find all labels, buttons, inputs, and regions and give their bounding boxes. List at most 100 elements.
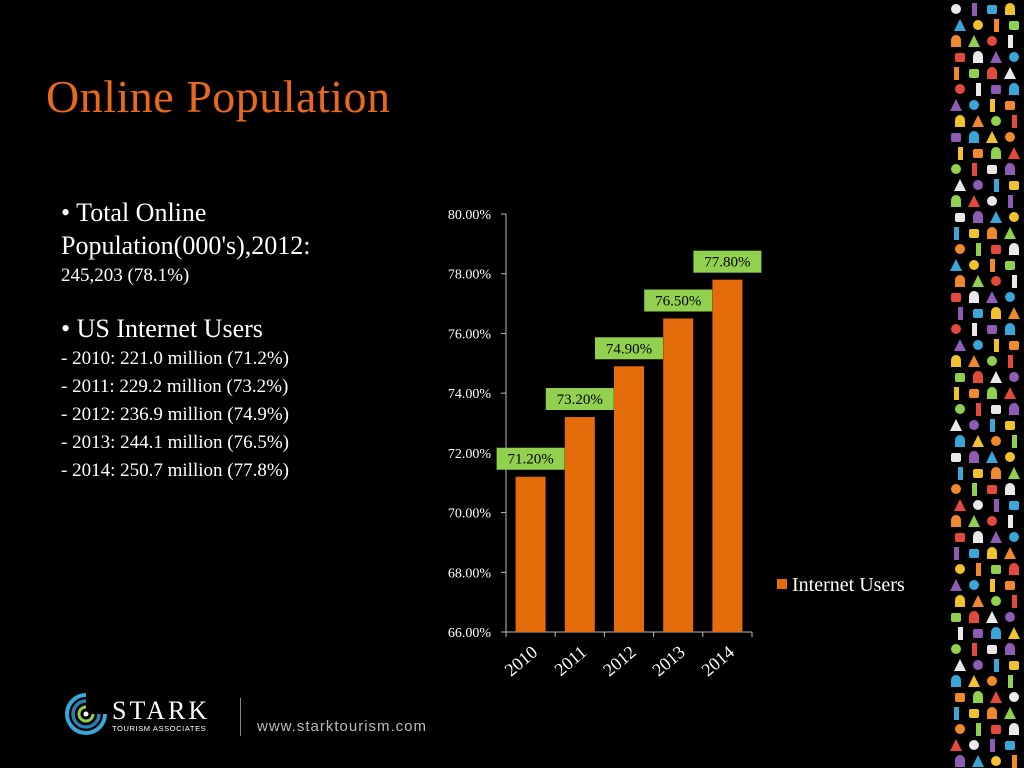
stark-logo: STARK TOURISM ASSOCIATES www.starktouris…: [64, 692, 464, 742]
bullet-total-online-heading: • Total Online Population(000's),2012:: [61, 198, 311, 260]
travel-pattern-icon: [986, 131, 998, 143]
travel-pattern-icon: [969, 451, 979, 463]
internet-users-bar-chart: 66.00% 68.00% 70.00% 72.00% 74.00% 76.00% 78.0…: [448, 208, 905, 680]
data-label: 74.90%: [606, 341, 652, 357]
travel-pattern-icon: [991, 756, 1001, 766]
travel-pattern-icon: [1005, 261, 1015, 270]
travel-pattern-icon: [968, 35, 980, 47]
travel-pattern-icon: [968, 355, 980, 367]
data-label-box: [644, 289, 713, 312]
travel-pattern-icon: [955, 115, 965, 127]
travel-pattern-icon: [1009, 532, 1019, 542]
travel-pattern-icon: [968, 675, 980, 687]
data-label-box: [496, 447, 565, 470]
travel-pattern-icon: [991, 405, 1001, 414]
travel-pattern-icon: [958, 307, 963, 320]
travel-pattern-icon: [990, 691, 1002, 703]
travel-pattern-icon: [972, 643, 977, 656]
travel-pattern-icon: [1004, 707, 1016, 719]
travel-pattern-icon: [987, 707, 997, 719]
logo-brand-name: STARK: [112, 696, 211, 725]
travel-pattern-icon: [954, 499, 966, 511]
travel-pattern-icon: [991, 467, 1001, 479]
travel-pattern-icon: [972, 755, 984, 767]
travel-pattern-icon: [986, 291, 998, 303]
travel-pattern-icon: [955, 693, 965, 702]
travel-pattern-icon: [973, 691, 983, 703]
travel-pattern-icon: [987, 325, 997, 334]
travel-pattern-icon: [969, 100, 979, 110]
travel-pattern-icon: [976, 403, 981, 416]
bar-2013: [663, 318, 694, 632]
travel-pattern-icon: [991, 307, 1001, 319]
travel-pattern-icon: [987, 196, 997, 206]
travel-pattern-icon: [1008, 195, 1013, 208]
travel-pattern-icon: [973, 469, 983, 478]
travel-pattern-icon: [1008, 35, 1013, 48]
travel-pattern-icon: [1005, 741, 1015, 750]
travel-icons-strip: [950, 3, 1020, 768]
travel-pattern-icon: [1009, 372, 1019, 382]
travel-pattern-icon: [958, 467, 963, 480]
travel-pattern-icon: [987, 165, 997, 174]
travel-pattern-icon: [1009, 692, 1019, 702]
us-users-item-2011: - 2011: 229.2 million (73.2%): [61, 376, 289, 397]
travel-pattern-icon: [994, 499, 999, 512]
travel-pattern-icon: [973, 340, 983, 350]
travel-pattern-icon: [1005, 612, 1015, 622]
x-category-label: 2014: [698, 642, 738, 680]
data-label: 73.20%: [557, 392, 603, 408]
travel-pattern-icon: [968, 515, 980, 527]
travel-pattern-icon: [991, 596, 1001, 606]
data-label: 76.50%: [655, 294, 701, 310]
travel-pattern-icon: [969, 291, 979, 303]
travel-pattern-icon: [1008, 307, 1020, 319]
travel-pattern-icon: [1008, 355, 1013, 368]
travel-pattern-icon: [969, 549, 979, 558]
travel-pattern-icon: [954, 19, 966, 31]
travel-pattern-icon: [969, 580, 979, 590]
travel-pattern-icon: [972, 595, 984, 607]
travel-pattern-icon: [972, 275, 984, 287]
travel-pattern-icon: [954, 227, 959, 240]
travel-pattern-icon: [1004, 387, 1016, 399]
travel-pattern-icon: [976, 563, 981, 576]
travel-pattern-icon: [991, 436, 1001, 446]
travel-pattern-icon: [1009, 52, 1019, 62]
travel-pattern-icon: [1009, 21, 1019, 30]
travel-pattern-icon: [954, 659, 966, 671]
travel-pattern-icon: [955, 213, 965, 222]
travel-pattern-icon: [1005, 163, 1015, 175]
travel-pattern-icon: [987, 547, 997, 559]
bullet-us-users-heading: • US Internet Users: [61, 314, 263, 343]
travel-pattern-icon: [973, 149, 983, 158]
slide-title: Online Population: [46, 71, 391, 122]
travel-pattern-icon: [990, 579, 995, 592]
travel-pattern-icon: [950, 579, 962, 591]
travel-pattern-icon: [1008, 675, 1013, 688]
y-tick-label: 74.00%: [448, 387, 492, 402]
travel-pattern-icon: [958, 147, 963, 160]
us-users-item-2012: - 2012: 236.9 million (74.9%): [61, 404, 289, 425]
travel-pattern-icon: [1005, 132, 1015, 142]
travel-pattern-icon: [1005, 101, 1015, 110]
travel-pattern-icon: [969, 740, 979, 750]
travel-pattern-icon: [951, 324, 961, 334]
travel-pattern-icon: [987, 645, 997, 654]
travel-pattern-icon: [969, 260, 979, 270]
travel-pattern-icon: [1005, 3, 1015, 15]
travel-pattern-icon: [951, 164, 961, 174]
travel-pattern-icon: [1009, 403, 1019, 415]
bullet-list: • Total Online Population(000's),2012: 2…: [61, 196, 401, 485]
travel-pattern-icon: [991, 147, 1001, 159]
travel-pattern-icon: [950, 419, 962, 431]
travel-pattern-icon: [951, 355, 961, 367]
travel-pattern-icon: [972, 115, 984, 127]
travel-pattern-icon: [987, 485, 997, 494]
y-tick-label: 78.00%: [448, 268, 492, 283]
travel-pattern-icon: [969, 611, 979, 623]
travel-pattern-icon: [972, 483, 977, 496]
travel-pattern-icon: [1005, 581, 1015, 590]
data-label: 71.20%: [507, 452, 553, 468]
travel-pattern-icon: [976, 83, 981, 96]
